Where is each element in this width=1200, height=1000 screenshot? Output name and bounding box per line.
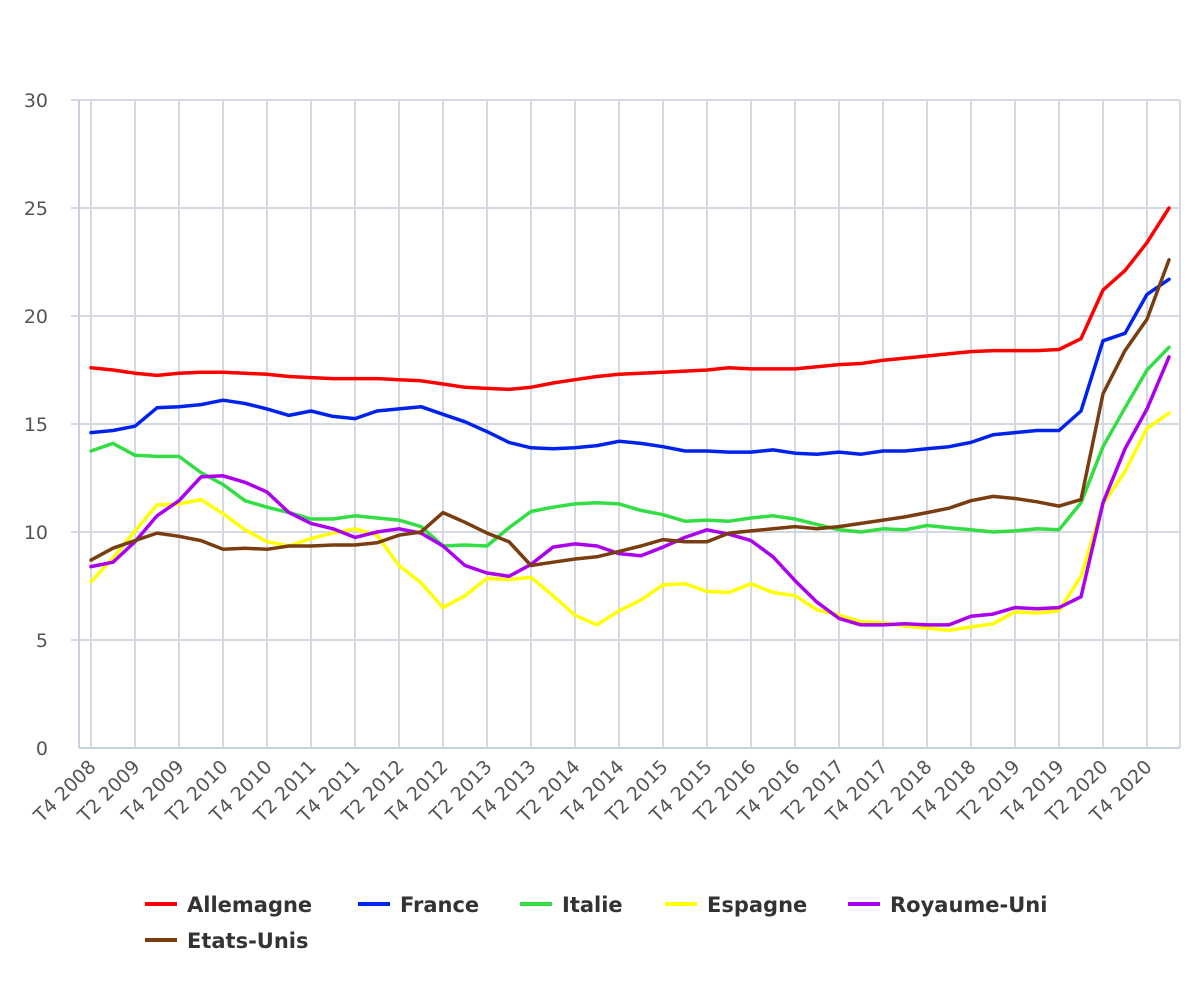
y-tick-label: 5 xyxy=(36,630,48,652)
y-tick-label: 20 xyxy=(24,306,48,328)
legend-entry-label: Royaume-Uni xyxy=(890,893,1047,917)
legend: Allemagne France Italie Espagne Royaume-Uni E… xyxy=(145,893,1047,953)
series-lines xyxy=(89,206,1171,633)
y-tick-label: 25 xyxy=(24,198,48,220)
axis-lines xyxy=(78,100,1180,749)
series-line-royaume-uni xyxy=(89,355,1171,627)
legend-entry-label: Espagne xyxy=(707,893,807,917)
legend-entry-label: Allemagne xyxy=(187,893,312,917)
series-line-france xyxy=(89,277,1171,456)
y-axis-tick-labels: 0 5 10 15 20 25 30 xyxy=(24,90,48,760)
y-tick-label: 30 xyxy=(24,90,48,112)
legend-entry-label: Italie xyxy=(562,893,623,917)
series-line-espagne xyxy=(89,411,1171,633)
y-tick-label: 10 xyxy=(24,522,48,544)
legend-entry-label: Etats-Unis xyxy=(187,929,309,953)
y-tick-label: 15 xyxy=(24,414,48,436)
y-tick-label: 0 xyxy=(36,738,48,760)
legend-entry-label: France xyxy=(400,893,479,917)
horizontal-gridlines xyxy=(71,99,1180,641)
series-line-etats-unis xyxy=(89,258,1171,568)
series-line-allemagne xyxy=(89,206,1171,392)
series-line-italie xyxy=(89,345,1171,548)
